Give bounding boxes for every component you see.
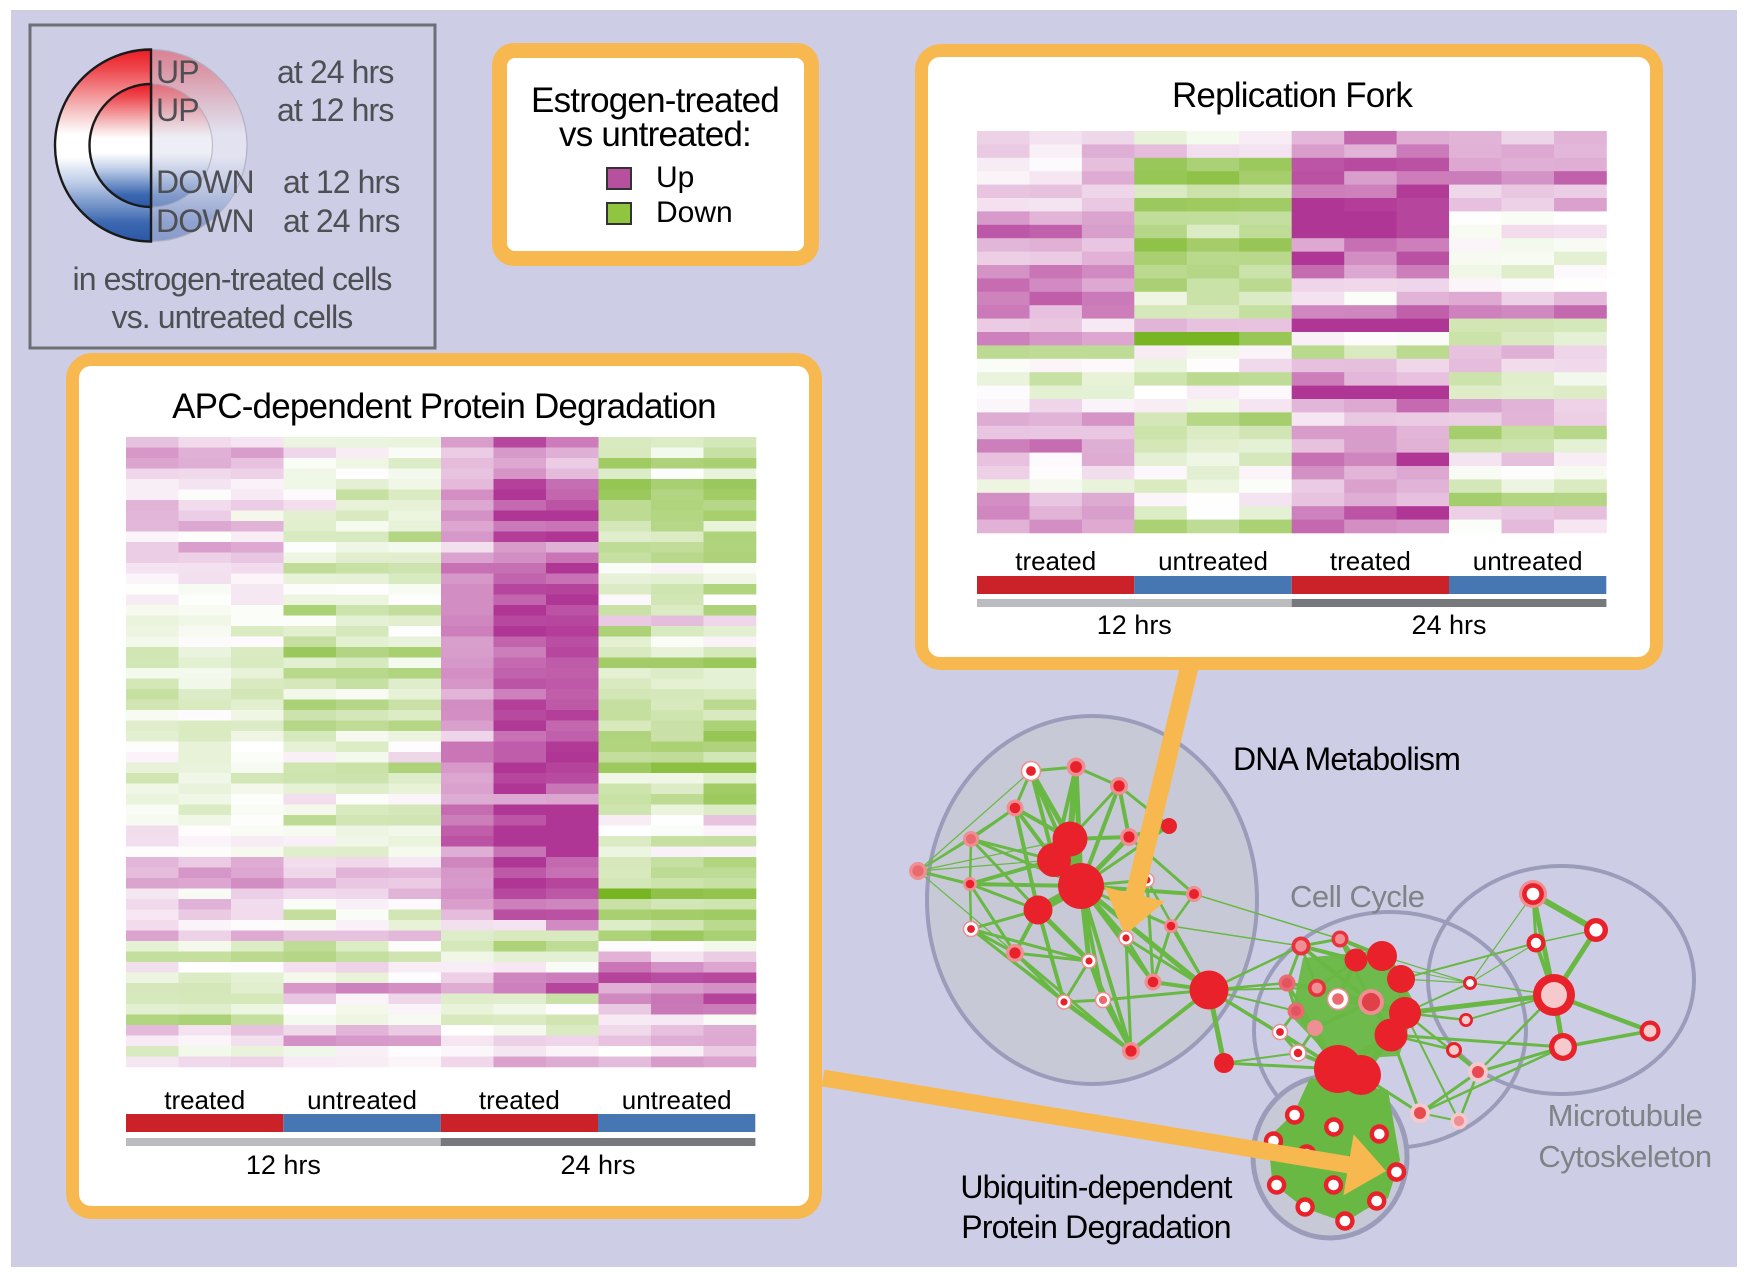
svg-text:12 hrs: 12 hrs (246, 1150, 321, 1180)
svg-text:UP: UP (156, 92, 199, 128)
svg-text:treated: treated (164, 1085, 245, 1115)
svg-text:treated: treated (1330, 546, 1411, 576)
svg-text:at 24 hrs: at 24 hrs (283, 203, 399, 239)
svg-text:untreated: untreated (1158, 546, 1268, 576)
svg-text:UP: UP (156, 54, 199, 90)
svg-text:Microtubule: Microtubule (1548, 1098, 1703, 1133)
svg-text:Estrogen-treated: Estrogen-treated (531, 81, 779, 120)
svg-text:APC-dependent Protein Degradat: APC-dependent Protein Degradation (172, 387, 716, 426)
svg-text:at 12 hrs: at 12 hrs (277, 92, 393, 128)
svg-text:DNA Metabolism: DNA Metabolism (1233, 741, 1460, 777)
svg-text:Ubiquitin-dependent: Ubiquitin-dependent (960, 1169, 1232, 1205)
svg-text:DOWN: DOWN (156, 164, 254, 200)
svg-text:vs. untreated cells: vs. untreated cells (112, 299, 353, 335)
svg-text:Up: Up (656, 161, 694, 194)
svg-text:Replication Fork: Replication Fork (1172, 76, 1413, 115)
svg-text:untreated: untreated (307, 1085, 417, 1115)
svg-text:DOWN: DOWN (156, 203, 254, 239)
svg-text:Cell Cycle: Cell Cycle (1290, 879, 1425, 914)
svg-text:12 hrs: 12 hrs (1097, 610, 1172, 640)
svg-text:treated: treated (1015, 546, 1096, 576)
svg-text:untreated: untreated (1473, 546, 1583, 576)
svg-text:at 24 hrs: at 24 hrs (277, 54, 393, 90)
svg-text:vs untreated:: vs untreated: (559, 115, 751, 154)
svg-text:untreated: untreated (622, 1085, 732, 1115)
svg-text:24 hrs: 24 hrs (560, 1150, 635, 1180)
svg-text:at 12 hrs: at 12 hrs (283, 164, 399, 200)
svg-text:treated: treated (479, 1085, 560, 1115)
svg-text:Down: Down (656, 196, 733, 229)
svg-text:24 hrs: 24 hrs (1411, 610, 1486, 640)
svg-text:Cytoskeleton: Cytoskeleton (1538, 1139, 1711, 1174)
svg-text:in estrogen-treated cells: in estrogen-treated cells (72, 261, 391, 297)
svg-text:Protein Degradation: Protein Degradation (961, 1209, 1230, 1245)
